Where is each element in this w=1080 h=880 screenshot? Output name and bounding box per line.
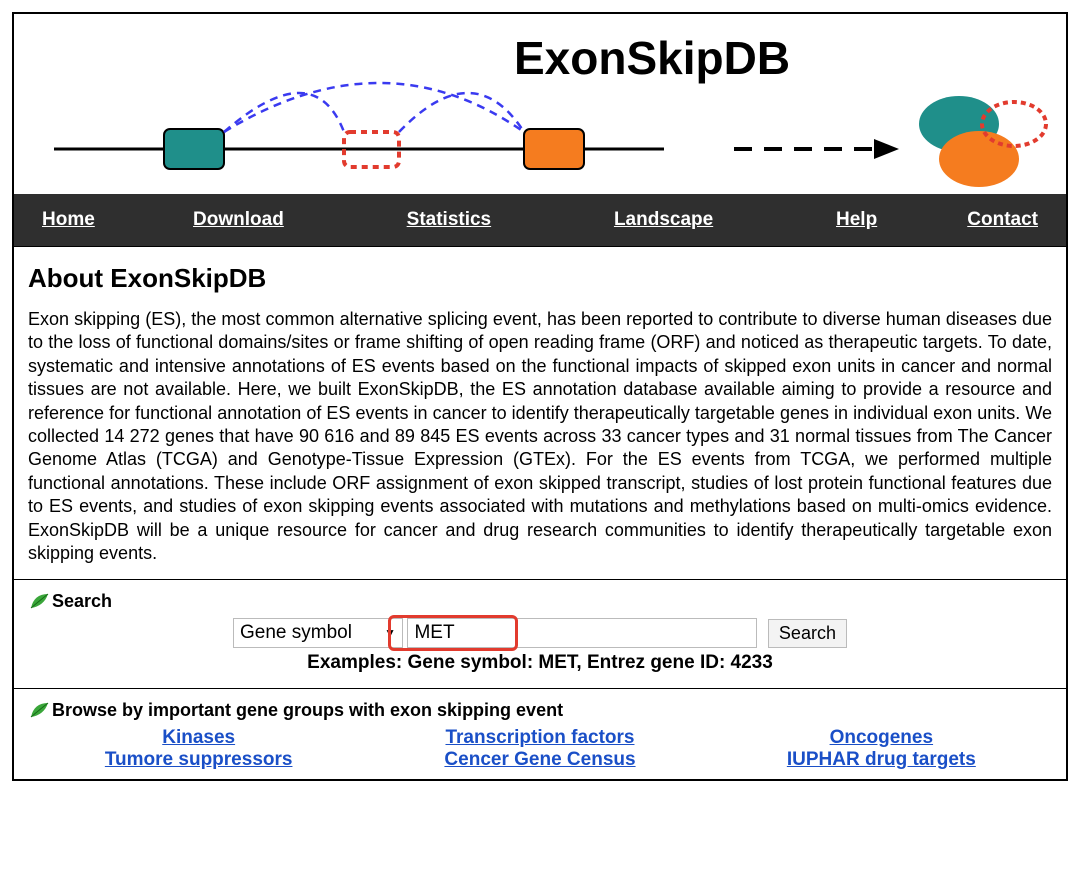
browse-link-iuphar[interactable]: IUPHAR drug targets bbox=[787, 749, 976, 770]
arc-right bbox=[399, 93, 524, 132]
nav-help[interactable]: Help bbox=[836, 209, 877, 231]
browse-link-tumor-suppressors[interactable]: Tumore suppressors bbox=[105, 749, 293, 770]
logo-title: ExonSkipDB bbox=[514, 32, 790, 84]
exon-orange bbox=[524, 129, 584, 169]
nav-statistics[interactable]: Statistics bbox=[407, 209, 491, 231]
search-button[interactable]: Search bbox=[768, 619, 847, 648]
nav-contact[interactable]: Contact bbox=[967, 209, 1038, 231]
about-body: Exon skipping (ES), the most common alte… bbox=[28, 308, 1052, 565]
browse-heading: Browse by important gene groups with exo… bbox=[52, 700, 563, 721]
nav-home[interactable]: Home bbox=[42, 209, 95, 231]
browse-link-tf[interactable]: Transcription factors bbox=[445, 727, 634, 748]
exon-teal bbox=[164, 129, 224, 169]
leaf-icon bbox=[28, 590, 50, 612]
about-section: About ExonSkipDB Exon skipping (ES), the… bbox=[14, 246, 1066, 579]
browse-link-cgc[interactable]: Cencer Gene Census bbox=[444, 749, 635, 770]
browse-link-kinases[interactable]: Kinases bbox=[162, 727, 235, 748]
navbar: Home Download Statistics Landscape Help … bbox=[14, 194, 1066, 246]
browse-link-oncogenes[interactable]: Oncogenes bbox=[830, 727, 933, 748]
banner: ExonSkipDB bbox=[14, 14, 1066, 194]
browse-section: Browse by important gene groups with exo… bbox=[14, 688, 1066, 779]
banner-svg: ExonSkipDB bbox=[14, 14, 1070, 194]
leaf-icon bbox=[28, 699, 50, 721]
about-heading: About ExonSkipDB bbox=[28, 263, 1052, 294]
arc-left bbox=[224, 93, 344, 132]
result-orange bbox=[939, 131, 1019, 187]
browse-grid: Kinases Transcription factors Oncogenes … bbox=[28, 727, 1052, 771]
arrow-head bbox=[874, 139, 899, 159]
arc-skip bbox=[224, 83, 524, 132]
page-frame: ExonSkipDB Home Download Stati bbox=[12, 12, 1068, 781]
search-label: Search bbox=[52, 591, 112, 612]
nav-download[interactable]: Download bbox=[193, 209, 284, 231]
search-section: Search Gene symbol Search Examples: Gene… bbox=[14, 579, 1066, 688]
search-input[interactable] bbox=[407, 618, 757, 648]
nav-landscape[interactable]: Landscape bbox=[614, 209, 713, 231]
search-type-select[interactable]: Gene symbol bbox=[233, 618, 403, 648]
search-examples: Examples: Gene symbol: MET, Entrez gene … bbox=[28, 652, 1052, 674]
